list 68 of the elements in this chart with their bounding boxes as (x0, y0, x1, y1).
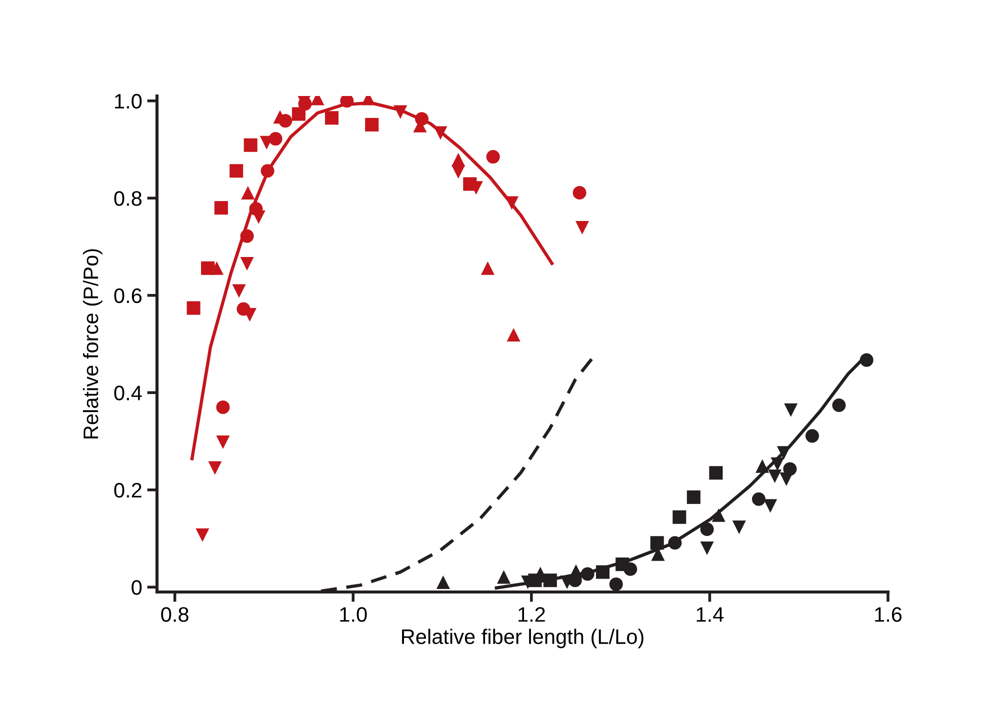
point (340, 96, 354, 108)
point (244, 138, 258, 152)
point (712, 508, 726, 522)
point (434, 126, 448, 140)
y-tick-label: 0.8 (114, 191, 142, 206)
y-axis-title: Relative force (P/Po) (82, 249, 102, 438)
point (497, 570, 511, 584)
point (452, 165, 466, 179)
point (292, 107, 306, 121)
point (480, 261, 494, 275)
point (230, 164, 244, 178)
x-tick-label: 1.2 (518, 607, 545, 622)
y-tick-label: 1.0 (115, 94, 142, 109)
point (768, 470, 782, 484)
point (506, 328, 520, 342)
point (569, 564, 583, 578)
point (686, 490, 700, 504)
point (240, 229, 254, 243)
point (365, 118, 379, 132)
point (324, 111, 338, 125)
x-tick-label: 0.8 (161, 607, 188, 622)
point (208, 461, 222, 475)
point (543, 574, 557, 588)
point (505, 196, 519, 210)
point (832, 398, 846, 412)
point (394, 105, 408, 119)
point (609, 577, 623, 591)
point (596, 565, 610, 579)
point (572, 186, 586, 200)
point (580, 567, 594, 581)
point (214, 201, 228, 215)
x-tick-label: 1.4 (696, 607, 724, 622)
y-tick-label: 0 (132, 580, 142, 595)
point (650, 536, 664, 550)
point (700, 522, 714, 536)
point (668, 536, 682, 550)
point (700, 541, 714, 556)
x-tick-label: 1.6 (875, 607, 902, 622)
point (784, 403, 798, 417)
point (672, 510, 686, 524)
point (486, 150, 500, 164)
point (780, 472, 794, 486)
point (436, 576, 450, 590)
point (776, 446, 790, 460)
point (752, 492, 766, 506)
point (709, 466, 723, 480)
point (216, 435, 230, 449)
point (216, 400, 230, 414)
point (210, 261, 224, 275)
point (770, 457, 784, 471)
point (764, 499, 778, 513)
point (196, 528, 210, 542)
y-tick-label: 0.4 (114, 386, 142, 400)
point (756, 459, 770, 473)
point (860, 353, 874, 367)
point (575, 221, 589, 235)
point (232, 284, 246, 298)
point (805, 429, 819, 443)
point (186, 301, 200, 315)
y-tick-label: 0.2 (114, 482, 142, 498)
point (732, 520, 746, 534)
point (240, 256, 254, 271)
point (241, 186, 255, 200)
x-tick-label: 1.0 (340, 607, 367, 622)
x-axis-title: Relative fiber length (L/Lo) (402, 628, 644, 648)
point (260, 164, 274, 178)
point (616, 558, 630, 572)
y-tick-label: 0.6 (114, 288, 142, 304)
